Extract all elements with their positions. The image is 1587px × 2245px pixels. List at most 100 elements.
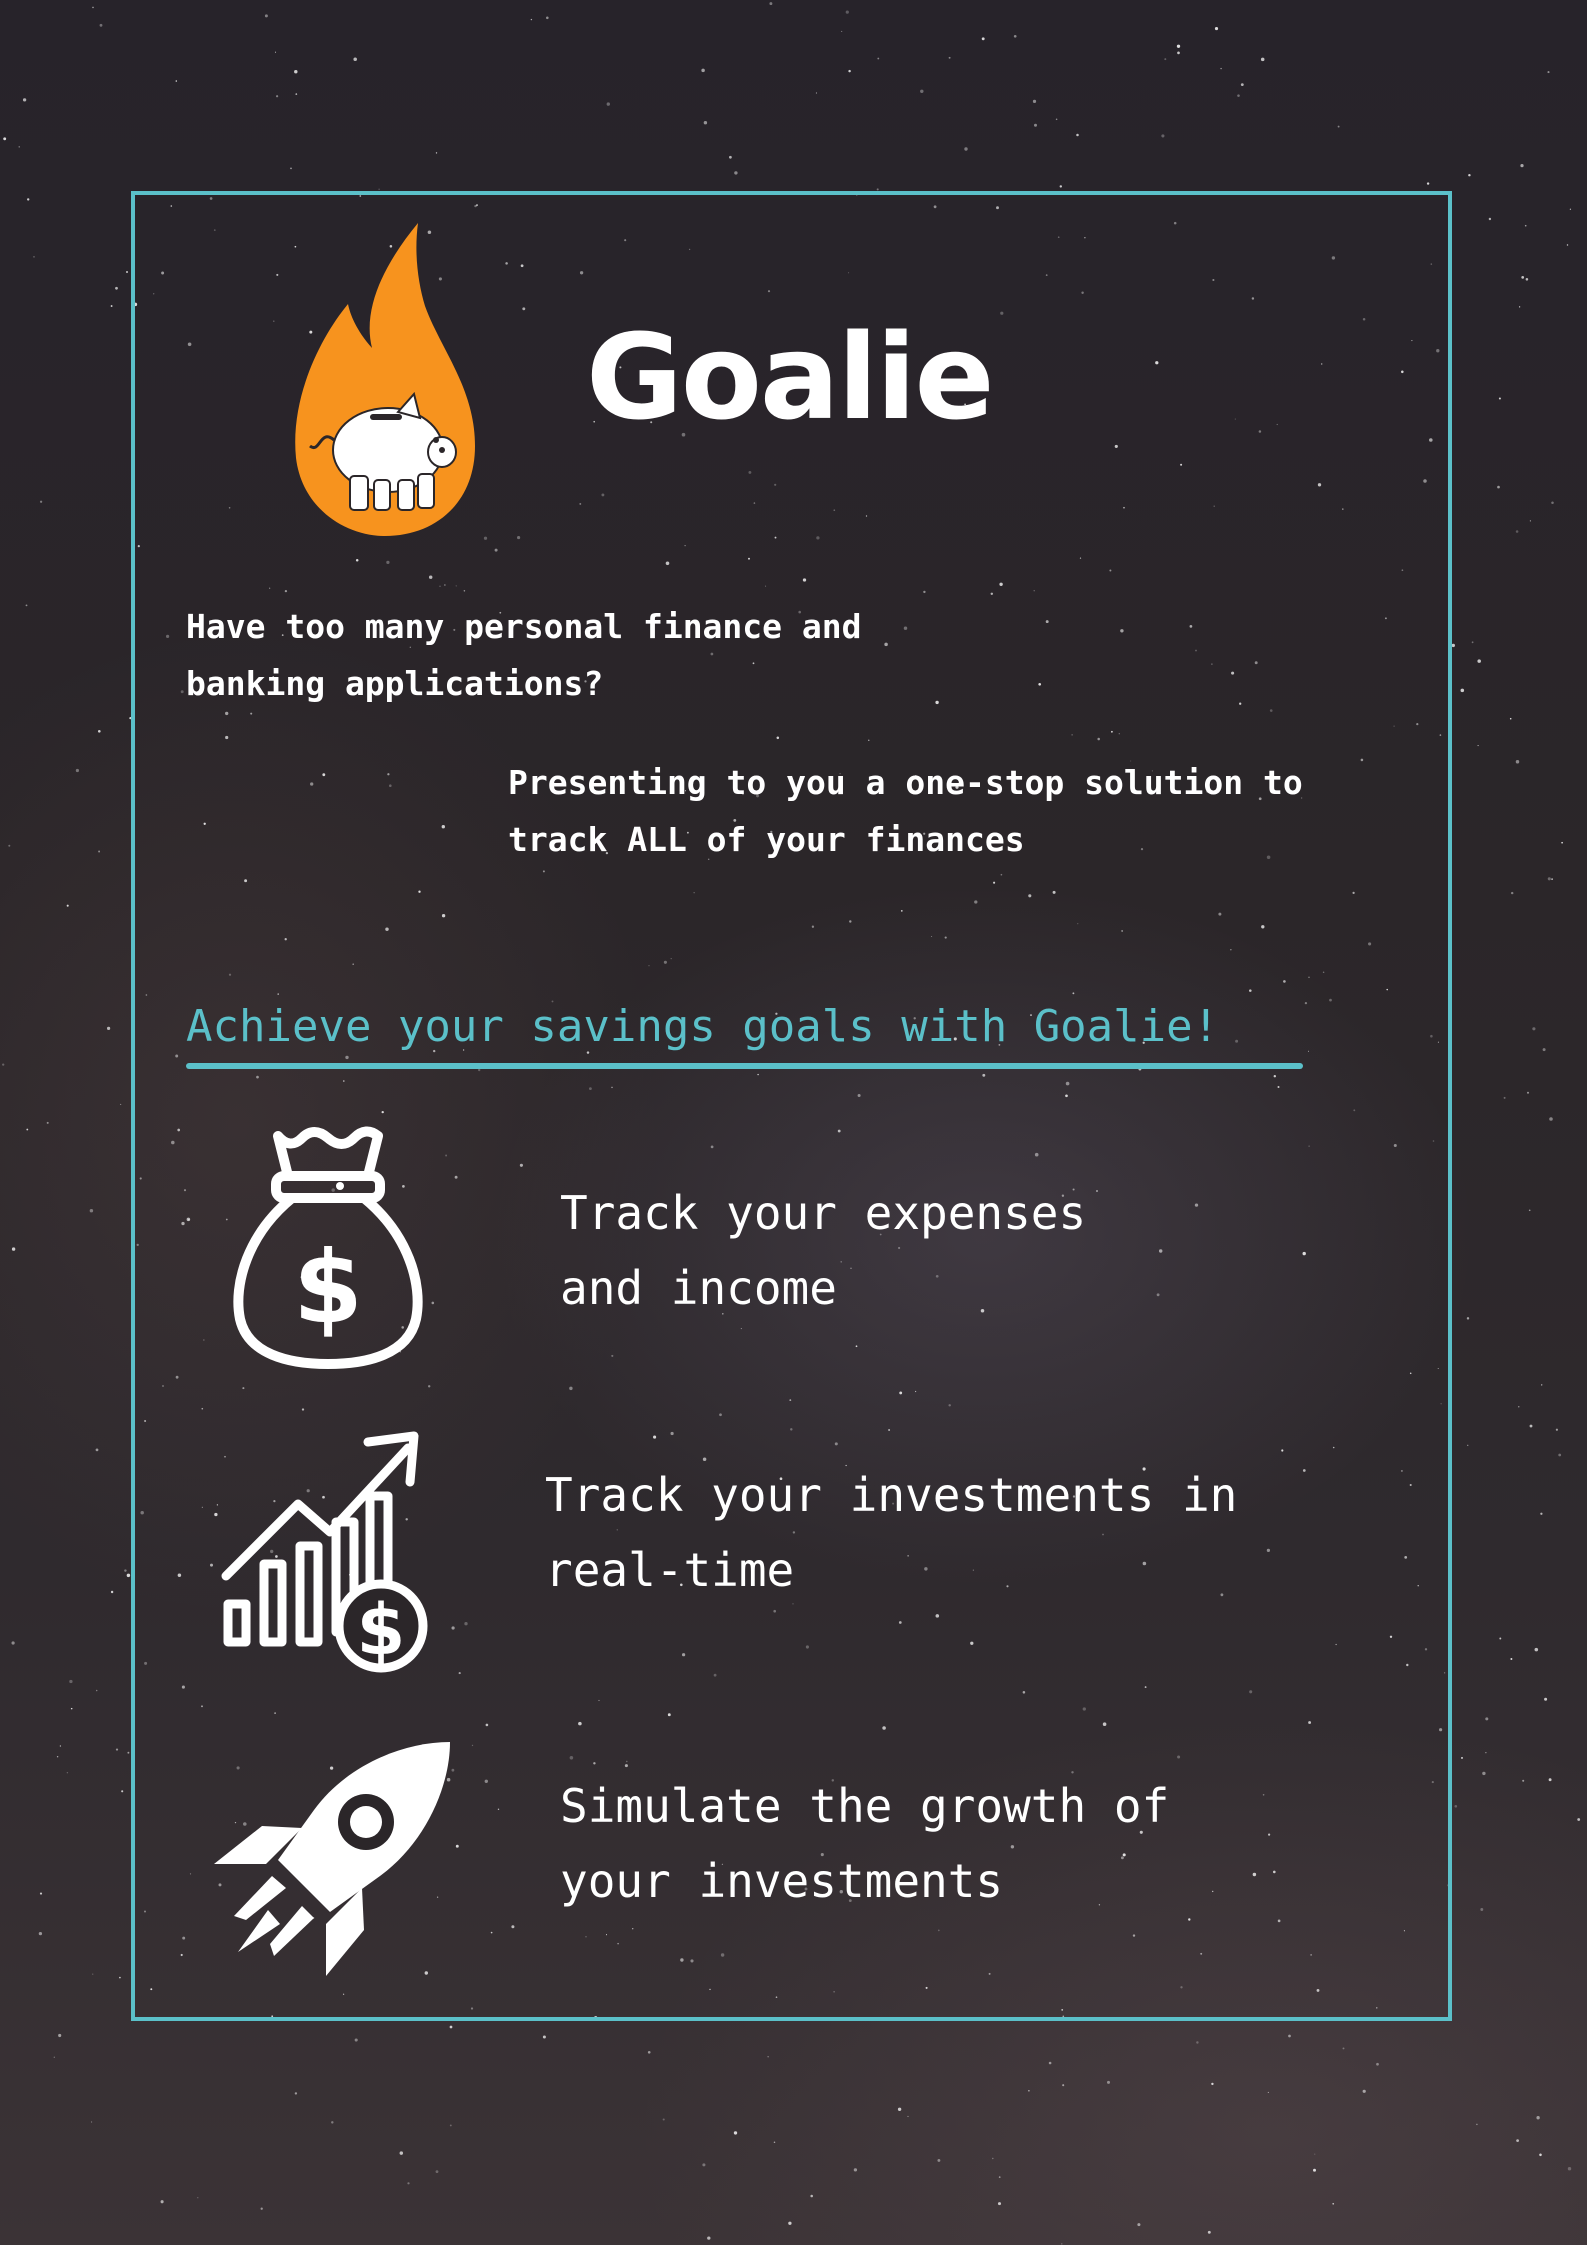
star	[27, 198, 30, 201]
star	[811, 925, 815, 928]
star	[277, 993, 279, 995]
star	[1411, 340, 1413, 342]
star	[1151, 770, 1154, 772]
star	[815, 92, 817, 94]
star	[848, 69, 851, 73]
star	[1276, 423, 1278, 426]
star	[1123, 506, 1125, 509]
star	[1098, 1904, 1101, 1906]
star	[650, 421, 653, 424]
star	[326, 1317, 329, 1320]
money-bag-icon: $	[233, 1126, 423, 1369]
star	[693, 892, 695, 894]
star	[520, 264, 524, 268]
star	[775, 1012, 778, 1015]
star	[386, 560, 390, 565]
star	[775, 1996, 778, 1999]
star	[331, 1188, 335, 1192]
star	[770, 830, 773, 834]
star	[923, 832, 926, 835]
star	[1121, 930, 1123, 932]
star	[110, 305, 113, 307]
star	[25, 604, 28, 607]
feature-investments: Track your investments in real-time	[545, 1458, 1365, 1608]
star	[1277, 1085, 1280, 1089]
star	[853, 2168, 858, 2172]
star	[748, 470, 752, 474]
star	[1034, 123, 1037, 127]
star	[805, 1645, 809, 1649]
star	[1272, 1870, 1276, 1874]
star	[1137, 2223, 1141, 2227]
star	[272, 675, 274, 678]
star	[1065, 1094, 1068, 1098]
star	[1010, 1845, 1015, 1849]
feature-line: real-time	[545, 1543, 795, 1597]
star	[66, 1772, 69, 1774]
svg-text:$: $	[357, 1589, 406, 1671]
star	[1541, 1384, 1543, 1386]
star	[856, 194, 858, 197]
star	[378, 188, 380, 190]
star	[601, 493, 605, 497]
star	[517, 536, 521, 540]
star	[284, 589, 288, 593]
star	[1515, 760, 1520, 764]
star	[1409, 1483, 1412, 1487]
star	[97, 729, 101, 733]
star	[166, 634, 170, 639]
star	[1211, 1890, 1214, 1893]
star	[175, 1375, 179, 1379]
star	[719, 1413, 722, 1417]
star	[789, 1399, 792, 1401]
star	[187, 342, 192, 347]
star	[1008, 1816, 1012, 1820]
star	[546, 16, 549, 20]
star	[1220, 1593, 1224, 1597]
star	[1164, 58, 1167, 61]
star	[1038, 682, 1042, 686]
star	[584, 680, 587, 683]
star	[1510, 1658, 1513, 1660]
star	[1107, 2080, 1110, 2084]
star	[1417, 1585, 1419, 1587]
star	[1122, 1853, 1126, 1857]
star	[1173, 221, 1177, 225]
star	[647, 2050, 651, 2054]
star	[1142, 1561, 1147, 1566]
tagline-underline	[186, 1063, 1303, 1069]
star	[39, 500, 43, 503]
star	[1139, 1830, 1143, 1834]
star	[1461, 1756, 1463, 1759]
star	[1322, 971, 1325, 974]
star	[1439, 1728, 1443, 1732]
star	[458, 1672, 461, 1675]
star	[1437, 1367, 1439, 1370]
star	[923, 590, 926, 594]
star	[998, 1043, 1001, 1046]
star	[1401, 370, 1404, 374]
star	[92, 1973, 94, 1975]
star	[1194, 1203, 1199, 1207]
star	[1118, 733, 1120, 735]
star	[409, 646, 411, 648]
star	[1234, 418, 1236, 420]
star	[203, 1339, 205, 1341]
star	[1258, 797, 1262, 801]
star	[389, 784, 392, 787]
star	[1059, 185, 1063, 188]
star	[1235, 1039, 1239, 1043]
star	[1540, 1512, 1543, 1515]
star	[1440, 1403, 1442, 1405]
star	[1516, 2139, 1519, 2142]
star	[588, 1087, 592, 1091]
star	[1302, 1251, 1306, 1256]
star	[624, 239, 627, 242]
star	[1406, 1663, 1409, 1667]
star	[1308, 976, 1310, 979]
star	[951, 414, 955, 418]
star	[444, 584, 446, 586]
star	[1120, 629, 1124, 633]
star	[494, 548, 498, 552]
star	[1362, 318, 1366, 321]
